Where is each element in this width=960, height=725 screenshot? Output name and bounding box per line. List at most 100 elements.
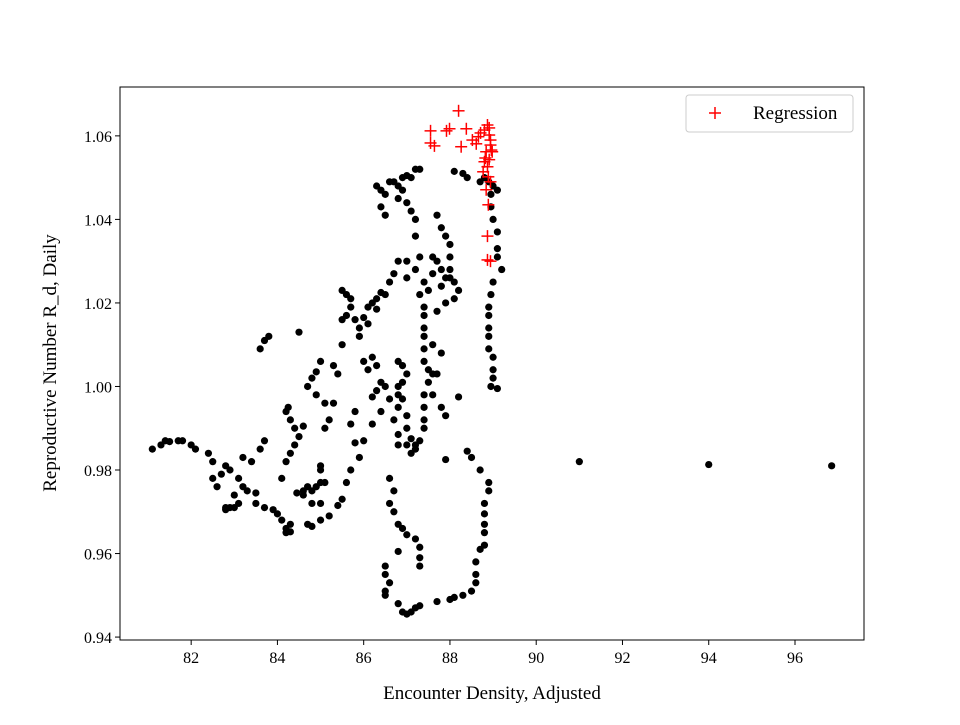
data-point: [385, 395, 394, 403]
data-point: [321, 424, 329, 432]
data-point: [213, 483, 221, 491]
data-point: [467, 587, 476, 595]
data-point: [385, 499, 394, 508]
plot-frame: [119, 86, 865, 641]
data-point: [403, 424, 411, 432]
data-point: [403, 531, 411, 539]
data-point: [420, 303, 428, 311]
regression-point: [478, 155, 491, 168]
data-point: [390, 508, 398, 516]
data-point: [360, 357, 368, 366]
data-point: [293, 489, 301, 497]
data-point: [329, 399, 338, 407]
regression-point: [428, 139, 441, 152]
data-point: [493, 384, 501, 393]
data-point: [385, 579, 394, 587]
data-point: [480, 541, 489, 549]
data-point: [411, 265, 420, 274]
regression-point: [484, 139, 497, 152]
data-point: [243, 487, 251, 495]
data-point: [493, 253, 501, 261]
data-point: [433, 257, 441, 265]
x-tick-label: 86: [356, 650, 372, 667]
data-point: [286, 520, 294, 528]
regression-point: [440, 124, 453, 137]
data-point: [373, 305, 381, 313]
data-point: [355, 453, 363, 462]
data-point: [308, 522, 316, 530]
data-point: [493, 245, 501, 253]
data-point: [282, 458, 290, 466]
data-point: [385, 474, 394, 482]
x-tick-label: 90: [528, 650, 544, 667]
data-point: [278, 474, 286, 482]
data-point: [235, 474, 243, 482]
data-point: [381, 591, 389, 599]
data-point: [480, 510, 489, 518]
data-point: [420, 324, 428, 332]
data-point: [476, 466, 484, 474]
data-point: [459, 591, 467, 599]
data-point: [260, 437, 269, 445]
data-point: [381, 211, 389, 219]
regression-point: [480, 183, 493, 196]
data-point: [252, 499, 260, 508]
data-point: [411, 232, 420, 240]
data-point: [325, 512, 333, 520]
data-point: [239, 453, 247, 462]
data-point: [394, 430, 402, 439]
data-point: [480, 520, 489, 528]
data-point: [575, 458, 583, 466]
y-axis-label: Reproductive Number R_d, Daily: [40, 234, 61, 492]
data-point: [498, 265, 506, 274]
legend: Regression: [685, 94, 854, 133]
data-point: [381, 290, 389, 299]
data-point: [286, 449, 294, 457]
data-point: [209, 458, 217, 466]
data-point: [325, 416, 333, 424]
data-point: [416, 165, 424, 173]
data-point: [403, 257, 411, 265]
data-point: [467, 453, 476, 462]
data-point: [329, 361, 338, 370]
data-point: [308, 499, 316, 508]
data-point: [489, 353, 497, 361]
data-point: [472, 558, 480, 566]
data-point: [433, 307, 441, 315]
data-point: [334, 501, 342, 510]
x-tick-label: 96: [787, 650, 803, 667]
data-point: [420, 403, 428, 411]
data-point: [437, 349, 445, 357]
data-point: [446, 253, 454, 261]
data-point: [403, 274, 411, 282]
data-point: [394, 194, 402, 203]
regression-point: [455, 140, 468, 153]
data-point: [489, 366, 497, 374]
data-point: [463, 447, 471, 455]
data-point: [411, 445, 420, 453]
data-point: [360, 437, 368, 445]
data-point: [260, 503, 269, 512]
data-point: [334, 370, 342, 378]
data-point: [416, 290, 424, 299]
regression-point: [483, 129, 496, 142]
data-point: [316, 462, 325, 470]
data-point: [381, 190, 389, 198]
data-point: [204, 449, 213, 457]
data-point: [429, 391, 437, 399]
data-point: [347, 303, 355, 311]
data-point: [437, 403, 445, 411]
data-point: [493, 186, 501, 194]
data-point: [489, 278, 497, 286]
data-point: [291, 441, 299, 449]
regression-point: [470, 137, 483, 150]
data-point: [489, 374, 497, 382]
data-point: [390, 416, 398, 424]
data-point: [437, 265, 445, 274]
plot-marks: [148, 104, 836, 618]
data-point: [312, 368, 320, 376]
legend-marker-plus: [709, 107, 721, 119]
legend-frame: [685, 94, 854, 133]
data-point: [450, 295, 458, 303]
